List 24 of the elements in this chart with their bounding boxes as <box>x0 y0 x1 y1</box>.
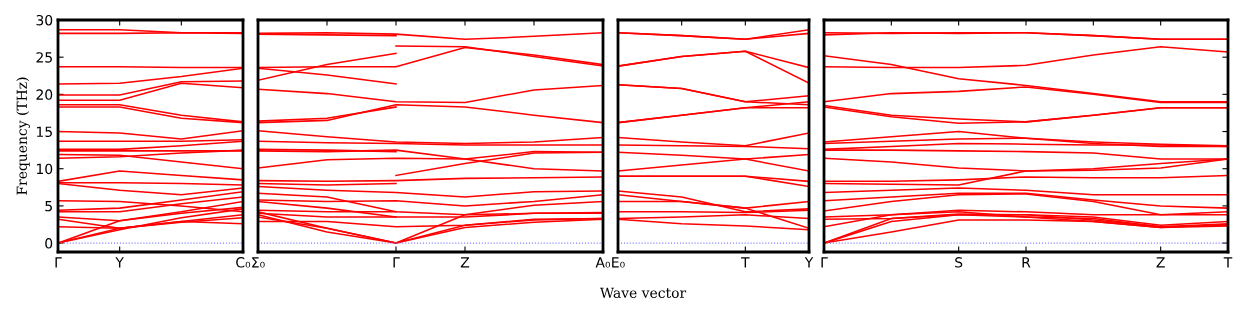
y-tick-label: 10 <box>36 163 53 175</box>
x-tick-label: Y <box>115 257 124 268</box>
x-tick-label: S <box>955 257 963 268</box>
y-tick-label: 5 <box>45 201 52 212</box>
x-tick-label: Γ <box>55 257 62 268</box>
x-tick-label: T <box>1223 257 1233 268</box>
x-tick-label: C₀ <box>236 257 251 268</box>
y-tick-label: 0 <box>45 238 53 249</box>
x-tick-label: Γ <box>393 257 400 268</box>
x-tick-label: Y <box>804 257 814 268</box>
y-tick-label: 20 <box>36 89 53 100</box>
x-tick-label: Z <box>460 257 470 268</box>
x-tick-label: A₀ <box>595 257 611 268</box>
x-tick-label: T <box>741 257 750 268</box>
x-tick-label: Z <box>1156 257 1165 268</box>
x-tick-label: E₀ <box>612 257 625 268</box>
x-tick-label: R <box>1022 257 1031 268</box>
x-tick-label: Σ₀ <box>252 257 265 268</box>
y-tick-label: 25 <box>36 52 52 63</box>
x-tick-label: Γ <box>821 257 828 268</box>
y-tick-label: 15 <box>36 126 52 138</box>
x-axis-title: Wave vector <box>599 287 687 299</box>
y-tick-label: 30 <box>36 14 53 26</box>
y-axis-title: Frequency (THz) <box>16 77 30 195</box>
